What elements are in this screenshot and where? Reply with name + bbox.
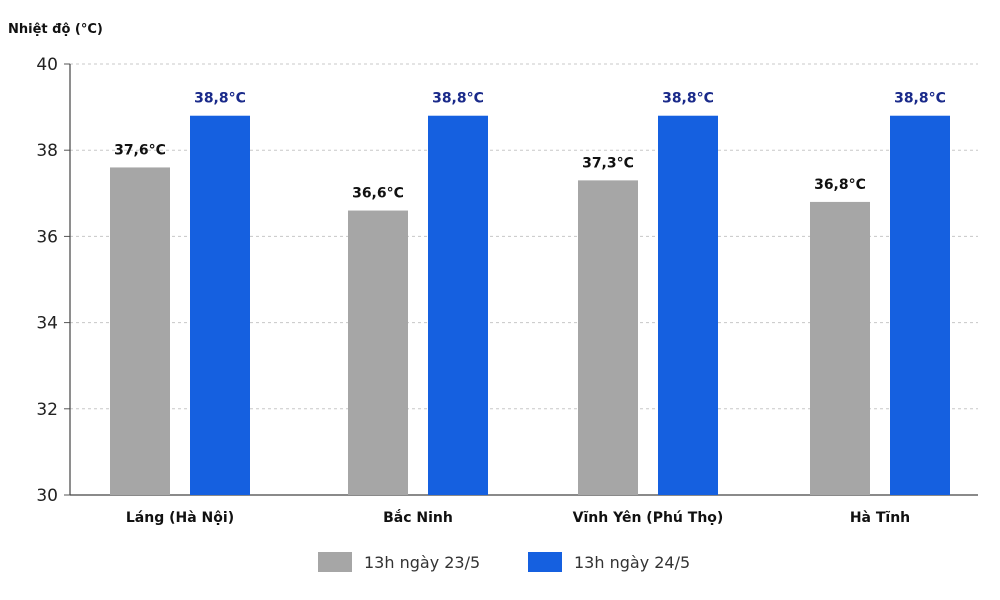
data-label: 37,3°C: [582, 155, 634, 171]
legend-label: 13h ngày 24/5: [574, 553, 690, 572]
y-tick-label: 30: [36, 486, 58, 506]
data-label: 38,8°C: [432, 91, 484, 107]
legend: 13h ngày 23/5 13h ngày 24/5: [318, 552, 690, 572]
y-axis-title: Nhiệt độ (°C): [8, 22, 103, 37]
bar: [658, 115, 718, 495]
legend-swatch: [528, 552, 562, 572]
y-tick-label: 36: [36, 227, 58, 247]
bar: [578, 180, 638, 495]
data-label: 38,8°C: [194, 91, 246, 107]
y-tick-label: 40: [36, 55, 58, 75]
data-labels: 37,6°C 36,6°C 37,3°C 36,8°C 38,8°C 38,8°C 38,8…: [114, 91, 946, 202]
x-tick-label: Láng (Hà Nội): [126, 510, 234, 526]
data-label: 38,8°C: [662, 91, 714, 107]
x-tick-label: Vĩnh Yên (Phú Thọ): [573, 510, 724, 526]
data-label: 36,8°C: [814, 177, 866, 193]
bar: [348, 210, 408, 496]
y-tick-label: 38: [36, 141, 58, 161]
data-label: 38,8°C: [894, 91, 946, 107]
x-tick-label: Hà Tĩnh: [850, 510, 910, 526]
bar: [890, 115, 950, 495]
legend-swatch: [318, 552, 352, 572]
data-label: 37,6°C: [114, 142, 166, 158]
x-tick-label: Bắc Ninh: [383, 509, 453, 526]
axes: 30 32 34 36 38 40 Láng (Hà Nội) Bắc Ninh Vĩnh Yê…: [36, 55, 978, 526]
y-tick-label: 32: [36, 400, 58, 420]
data-label: 36,6°C: [352, 186, 404, 202]
legend-label: 13h ngày 23/5: [364, 553, 480, 572]
bar: [110, 167, 170, 495]
bar: [428, 115, 488, 495]
bar: [190, 115, 250, 495]
bars: [110, 115, 950, 496]
bar: [810, 201, 870, 496]
y-tick-label: 34: [36, 314, 58, 334]
